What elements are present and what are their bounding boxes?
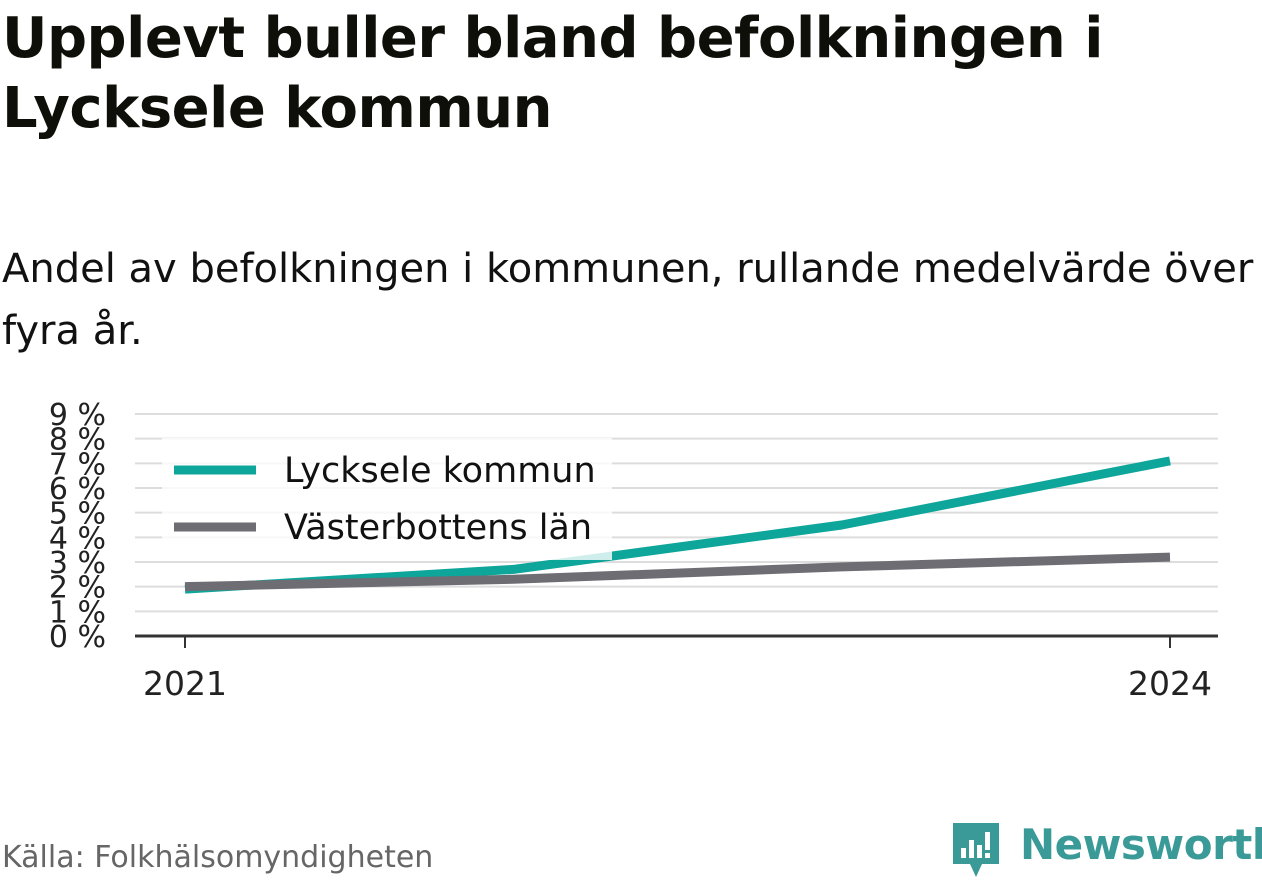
y-tick-label: 3 %	[49, 546, 106, 581]
line-chart: 0 %1 %2 %3 %4 %5 %6 %7 %8 %9 % Lycksele …	[49, 398, 1218, 703]
y-tick-label: 5 %	[49, 497, 106, 532]
brand-name: Newsworthy	[1020, 820, 1262, 869]
series-lines	[184, 456, 1171, 594]
series-line	[184, 552, 1171, 592]
legend-label: Västerbottens län	[284, 508, 592, 548]
y-tick-label: 0 %	[49, 620, 106, 655]
chart-subtitle: Andel av befolkningen i kommunen, rullan…	[2, 246, 1254, 354]
x-tick-label: 2021	[143, 664, 227, 703]
y-tick-label: 8 %	[49, 423, 106, 458]
x-axis-ticks: 2021 2024	[143, 636, 1212, 703]
legend-box	[162, 438, 612, 560]
legend: Lycksele kommun Västerbottens län	[162, 438, 612, 560]
y-tick-label: 6 %	[49, 472, 106, 507]
legend-label: Lycksele kommun	[284, 451, 596, 491]
y-tick-label: 7 %	[49, 447, 106, 482]
x-tick-label: 2024	[1128, 664, 1212, 703]
y-tick-label: 9 %	[49, 398, 106, 433]
y-axis-ticks: 0 %1 %2 %3 %4 %5 %6 %7 %8 %9 %	[49, 398, 106, 655]
chart-title: Upplevt buller bland befolkningen i Lyck…	[2, 6, 1103, 141]
y-tick-label: 2 %	[49, 571, 106, 606]
y-tick-label: 4 %	[49, 521, 106, 556]
source-note: Källa: Folkhälsomyndigheten	[2, 840, 434, 875]
newsworthy-logo-icon	[953, 823, 999, 877]
y-tick-label: 1 %	[49, 595, 106, 630]
